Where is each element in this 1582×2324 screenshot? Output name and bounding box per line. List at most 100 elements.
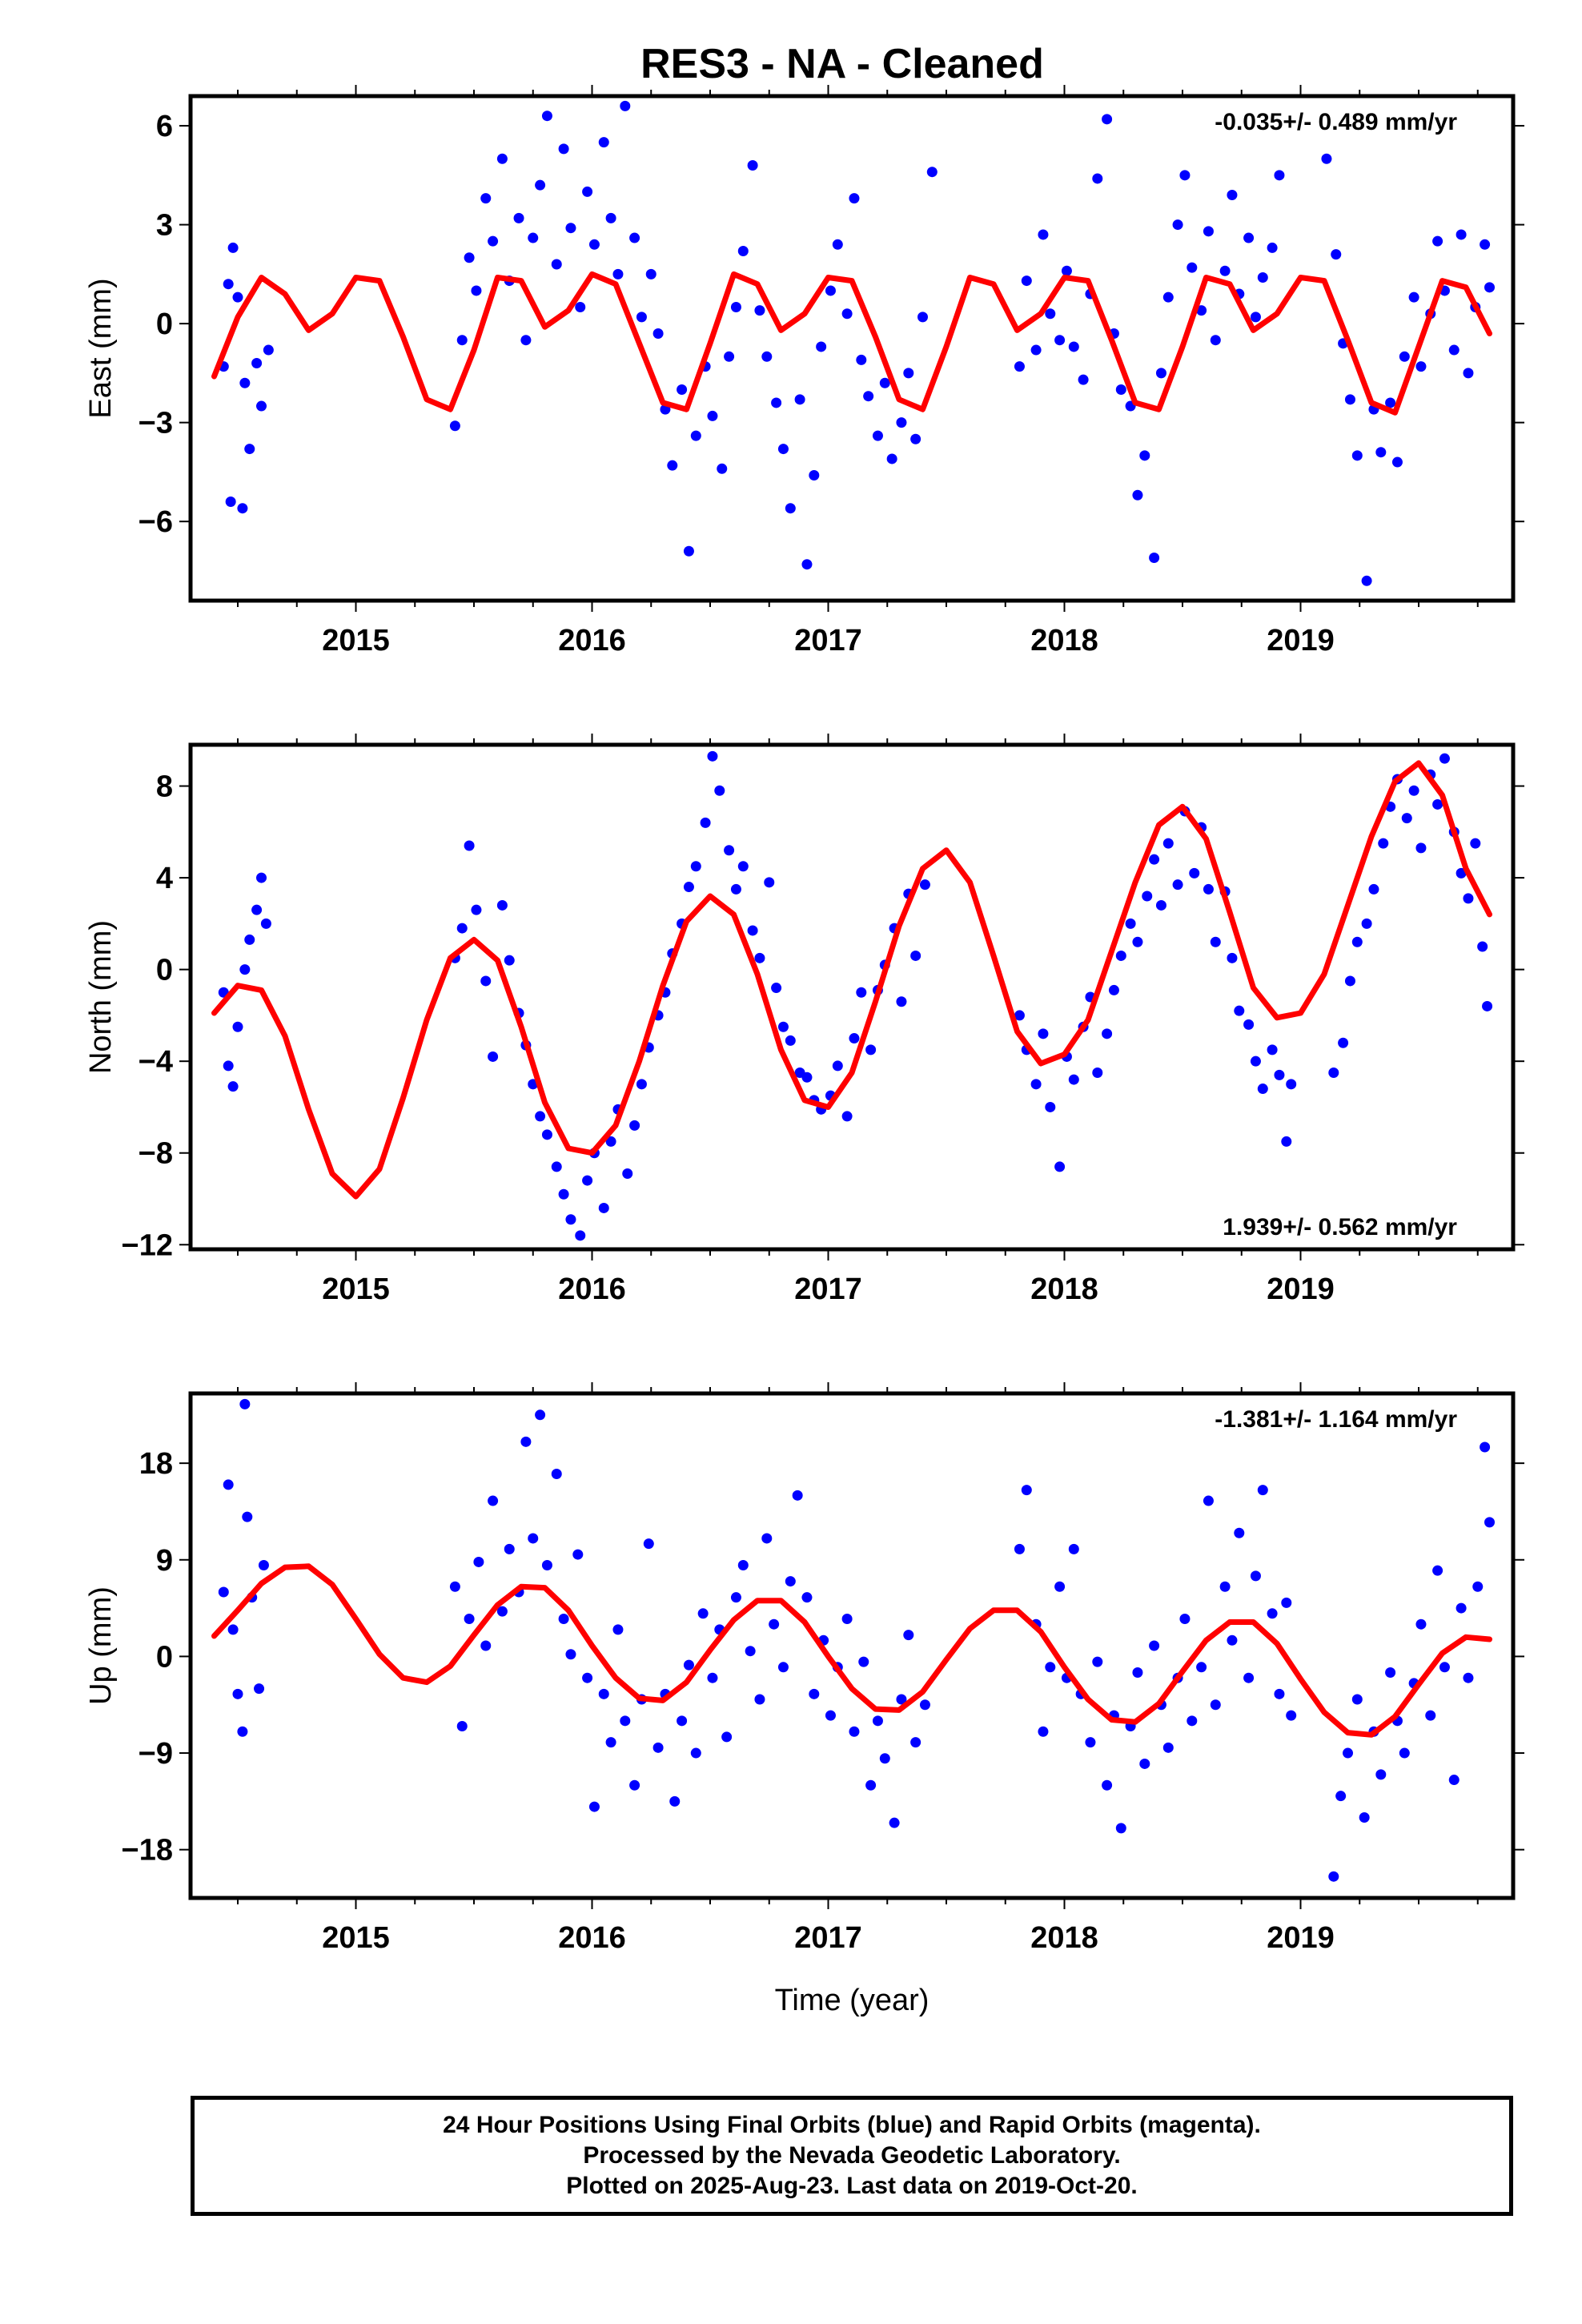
data-point xyxy=(801,1072,813,1083)
data-point xyxy=(496,899,508,911)
y-tick-label: 9 xyxy=(156,1544,173,1578)
data-point xyxy=(1155,368,1166,379)
data-point xyxy=(629,1120,640,1131)
data-point xyxy=(464,840,475,851)
fit-line xyxy=(211,760,1492,1200)
data-point xyxy=(1328,1068,1339,1078)
data-point xyxy=(667,460,678,471)
x-tick-label: 2016 xyxy=(558,624,626,657)
data-point xyxy=(1045,1101,1056,1112)
data-point xyxy=(1108,984,1119,995)
data-point xyxy=(1439,753,1450,764)
data-point xyxy=(1250,1055,1261,1067)
data-point xyxy=(1257,1084,1268,1095)
data-point xyxy=(707,750,718,762)
data-point xyxy=(747,925,758,936)
data-point xyxy=(754,305,765,316)
data-point xyxy=(1045,1662,1056,1673)
data-point xyxy=(1045,308,1056,320)
data-point xyxy=(520,335,532,346)
plot-area xyxy=(211,1398,1495,1882)
data-point xyxy=(1179,1613,1191,1624)
data-point xyxy=(1139,1758,1150,1769)
data-point xyxy=(745,1646,756,1657)
data-point xyxy=(263,344,274,356)
data-point xyxy=(816,341,827,352)
data-point xyxy=(1054,1581,1066,1592)
data-point xyxy=(239,377,251,388)
data-point xyxy=(541,1559,552,1570)
data-point xyxy=(785,1576,796,1587)
data-point xyxy=(598,1202,609,1213)
data-point xyxy=(1274,170,1285,181)
data-point xyxy=(520,1436,532,1447)
data-point xyxy=(1415,361,1427,372)
data-point xyxy=(1281,1597,1292,1608)
y-tick-label: −18 xyxy=(122,1834,173,1868)
data-point xyxy=(1456,867,1467,879)
data-point xyxy=(1030,1079,1042,1090)
data-point xyxy=(598,1688,609,1699)
figure-title: RES3 - NA - Cleaned xyxy=(640,41,1044,87)
data-point xyxy=(504,1543,515,1554)
data-point xyxy=(1125,918,1136,929)
data-point xyxy=(1267,1608,1278,1619)
data-point xyxy=(863,391,874,402)
data-point xyxy=(690,1747,701,1759)
data-point xyxy=(488,235,499,247)
data-point xyxy=(528,1533,539,1544)
panel-east: 2015 2016 2017 2018 2019 −6 −3 0 3 6 East (mm) -0.0… xyxy=(84,85,1524,657)
data-point xyxy=(886,453,897,464)
data-point xyxy=(1432,1565,1443,1576)
data-point xyxy=(1368,883,1379,895)
plot-frame xyxy=(188,742,1516,1252)
panel-north: 2015 2016 2017 2018 2019 −12 −8 −4 0 4 8 North (mm)… xyxy=(84,734,1524,1306)
plot-area xyxy=(211,100,1495,586)
data-point xyxy=(1480,1441,1491,1453)
data-point xyxy=(612,1624,624,1635)
data-point xyxy=(917,312,928,323)
data-point xyxy=(227,1081,239,1092)
data-point xyxy=(730,883,741,895)
data-point xyxy=(879,377,890,388)
data-point xyxy=(809,1688,820,1699)
data-point xyxy=(1274,1069,1285,1080)
data-point xyxy=(620,100,631,111)
data-point xyxy=(849,193,860,204)
data-point xyxy=(239,964,251,975)
x-tick-label: 2017 xyxy=(794,624,862,657)
data-point xyxy=(1085,1737,1096,1748)
data-point xyxy=(785,503,796,514)
data-point xyxy=(464,1613,475,1624)
data-point xyxy=(1463,368,1474,379)
data-point xyxy=(1484,1517,1495,1528)
plot-frame xyxy=(188,1391,1516,1900)
data-point xyxy=(227,242,239,253)
data-point xyxy=(865,1779,877,1791)
footer-line-3: Plotted on 2025-Aug-23. Last data on 201… xyxy=(566,2173,1138,2199)
data-point xyxy=(771,397,782,408)
data-point xyxy=(1021,275,1032,287)
data-point xyxy=(471,904,482,915)
data-point xyxy=(535,179,546,191)
data-point xyxy=(541,1129,552,1140)
data-point xyxy=(849,1033,860,1044)
data-point xyxy=(256,872,267,883)
data-point xyxy=(1344,394,1355,405)
data-point xyxy=(218,1586,229,1598)
data-point xyxy=(1149,552,1160,563)
data-point xyxy=(456,923,468,934)
data-point xyxy=(910,433,921,444)
data-point xyxy=(1102,1779,1113,1791)
data-point xyxy=(849,1726,860,1737)
data-point xyxy=(1189,867,1200,879)
data-point xyxy=(1210,1699,1221,1711)
data-point xyxy=(879,1753,890,1764)
data-point xyxy=(1149,854,1160,865)
data-point xyxy=(1331,249,1342,260)
data-point xyxy=(622,1168,633,1179)
data-point xyxy=(896,996,907,1007)
data-point xyxy=(1456,1602,1467,1614)
data-point xyxy=(1227,952,1238,963)
